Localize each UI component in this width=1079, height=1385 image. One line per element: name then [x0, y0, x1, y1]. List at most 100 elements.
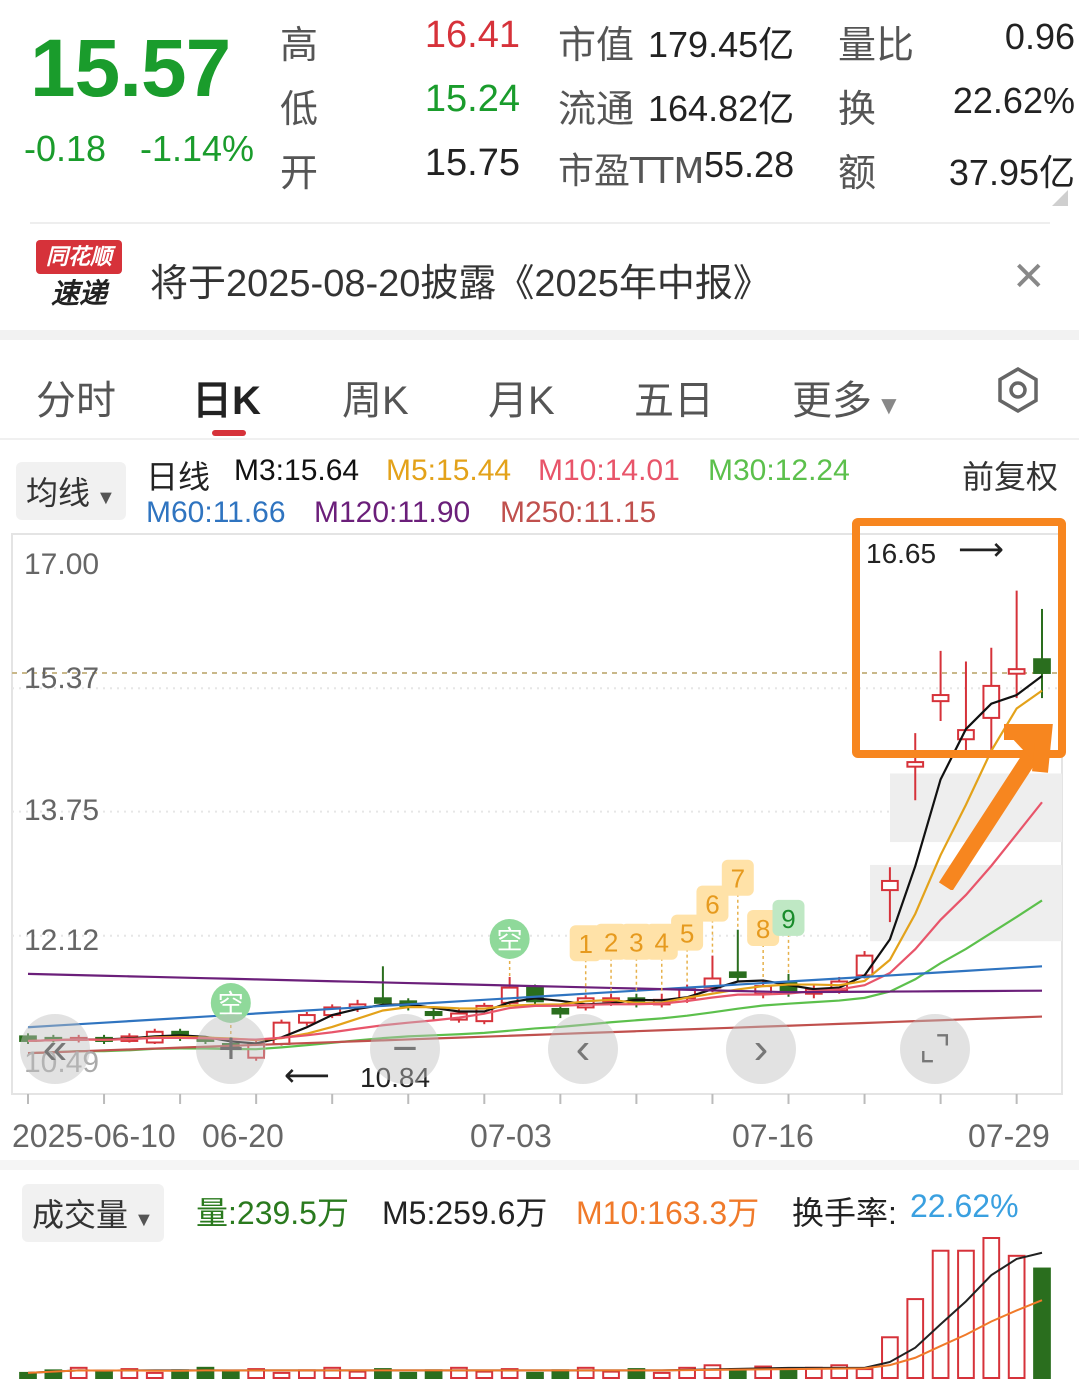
volume-bar: [272, 1371, 291, 1379]
signal-badge: [696, 885, 729, 922]
candle: [272, 1021, 291, 1045]
volume-bar: [247, 1368, 266, 1380]
candle: [1033, 658, 1051, 674]
last-price: 15.57: [30, 23, 231, 114]
caret-down-icon: ▼: [134, 1209, 154, 1231]
volume-selector-label: 成交量: [32, 1197, 129, 1233]
candle: [906, 761, 925, 768]
ma-m5: M5:15.44: [386, 454, 512, 487]
x-tick-label: 07-16: [732, 1118, 814, 1154]
logo-line2: 速递: [50, 278, 107, 309]
turnover-rate-value: 22.62%: [910, 1188, 1019, 1224]
volume-bar: [348, 1370, 367, 1380]
volume-bar: [221, 1370, 240, 1380]
ma-m120: M120:11.90: [314, 496, 471, 529]
section-divider: [0, 330, 1079, 340]
volume-bar: [779, 1369, 798, 1379]
low-label: 低: [280, 87, 319, 131]
caret-down-icon: ▼: [96, 487, 116, 509]
tab-weekly-k[interactable]: 周K: [342, 379, 409, 423]
close-icon[interactable]: ✕: [1012, 255, 1046, 299]
tab-five-day[interactable]: 五日: [634, 379, 714, 423]
mktcap-label: 市值: [558, 23, 635, 67]
ma-selector[interactable]: 均线 ▼: [16, 462, 126, 520]
x-tick-label: 07-03: [470, 1118, 552, 1154]
volume-m5: M5:259.6万: [382, 1195, 548, 1231]
volume-bar: [576, 1366, 595, 1379]
volume-selector[interactable]: 成交量 ▼: [22, 1184, 164, 1242]
volume-bar: [69, 1366, 88, 1379]
adjust-mode[interactable]: 前复权: [962, 459, 1059, 495]
price-change-pct: -1.14%: [140, 128, 255, 169]
ma60-line: [27, 965, 1043, 1029]
amount-label: 额: [838, 151, 877, 195]
volume-chart[interactable]: [0, 1232, 1079, 1382]
y-tick-label: 10.49: [24, 1046, 100, 1079]
signal-label: 9: [781, 904, 795, 934]
caret-down-icon: ▼: [876, 390, 902, 420]
tab-monthly-k[interactable]: 月K: [488, 379, 555, 423]
amount-value: 37.95亿: [948, 152, 1075, 193]
volume-bar: [957, 1249, 975, 1379]
signal-badge: [620, 923, 653, 960]
right-arrow-icon: ⟶: [958, 531, 1004, 567]
fullscreen-icon[interactable]: ⌞⌝: [900, 1014, 970, 1084]
volume-bar: [424, 1369, 443, 1379]
signal-badge: [671, 914, 704, 951]
tab-more[interactable]: 更多 ▼: [792, 368, 902, 426]
volume-bar: [627, 1368, 646, 1380]
scroll-right-icon[interactable]: ›: [726, 1014, 796, 1084]
volume-bar: [1007, 1254, 1026, 1379]
zoom-in-icon[interactable]: +: [196, 1014, 266, 1084]
left-arrow-icon: ⟵: [284, 1057, 330, 1093]
volume-m10: M10:163.3万: [576, 1195, 760, 1231]
signal-badge: [595, 923, 628, 960]
zoom-out-icon[interactable]: −: [370, 1014, 440, 1084]
open-label: 开: [280, 151, 319, 195]
volume-bar: [754, 1365, 773, 1380]
y-tick-label: 13.75: [24, 794, 100, 827]
scroll-left-icon[interactable]: ‹: [548, 1014, 618, 1084]
ths-logo: 同花顺 速递: [36, 240, 122, 318]
ma-m60: M60:11.66: [146, 496, 286, 529]
candle: [374, 997, 392, 1004]
volratio-label: 量比: [838, 23, 915, 67]
float-value: 164.82亿: [648, 88, 795, 129]
volume-bar: [551, 1369, 570, 1379]
scroll-start-icon[interactable]: «: [20, 1014, 90, 1084]
low-annotation: 10.84: [360, 1062, 431, 1093]
volume-bar: [120, 1368, 139, 1380]
notice-text[interactable]: 将于2025-08-20披露《2025年中报》: [150, 263, 771, 305]
x-tick-label: 07-29: [968, 1118, 1050, 1154]
tab-daily-k[interactable]: 日K: [192, 379, 261, 423]
active-tab-indicator: [212, 430, 246, 436]
candle: [1007, 668, 1026, 675]
signal-badge: [747, 910, 780, 946]
volume-bar: [450, 1366, 468, 1379]
ma120-line: [27, 972, 1043, 994]
candle: [855, 954, 874, 977]
high-annotation: 16.65: [866, 538, 937, 569]
turnover-value: 22.62%: [952, 80, 1075, 121]
highlight-arrow-icon: [938, 724, 1053, 890]
volume-bar: [982, 1237, 1001, 1379]
y-tick-label: 12.12: [24, 924, 100, 957]
signal-label: 5: [680, 919, 694, 949]
settings-icon[interactable]: [994, 366, 1042, 414]
candle: [424, 1011, 443, 1017]
high-label: 高: [280, 23, 319, 67]
volume-bar: [703, 1364, 722, 1379]
ma-m10: M10:14.01: [538, 454, 680, 487]
ma-period: 日线: [146, 459, 211, 495]
expand-corner-icon[interactable]: [1052, 190, 1068, 206]
volume-divider: [0, 1160, 1079, 1170]
volume-bar: [1033, 1267, 1051, 1379]
float-label: 流通: [558, 87, 635, 131]
turnover-rate-label: 换手率:: [792, 1195, 897, 1231]
high-value: 16.41: [424, 14, 520, 56]
tab-fenshi[interactable]: 分时: [36, 379, 116, 423]
signal-badge: [645, 923, 678, 960]
volume-bar: [44, 1369, 63, 1379]
x-tick-label: 2025-06-10: [12, 1118, 176, 1154]
